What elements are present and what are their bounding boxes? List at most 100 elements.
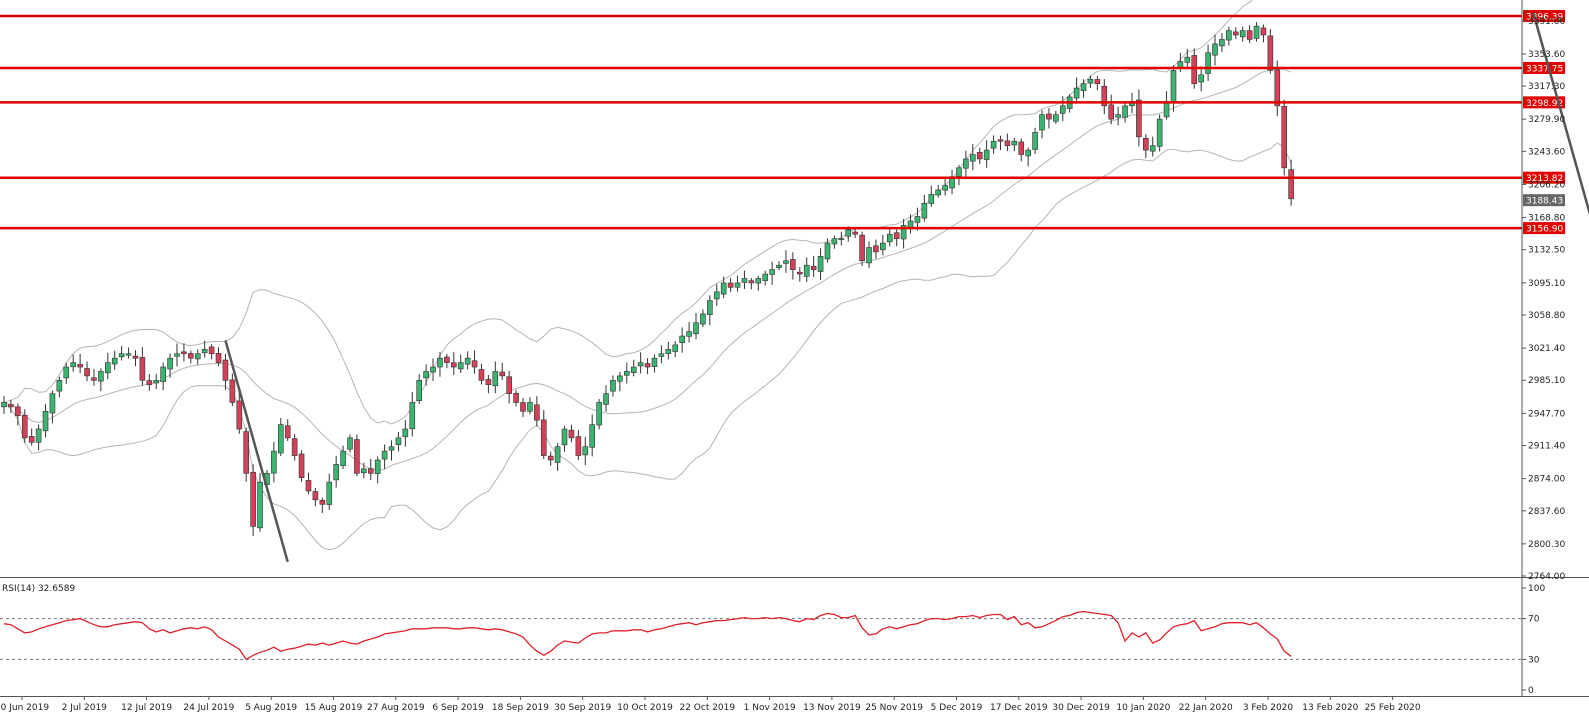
candle-down <box>499 371 506 377</box>
level-tag-label: 3298.92 <box>1526 99 1563 109</box>
candle-down <box>84 368 90 377</box>
price-tick-label: 3391.00 <box>1528 17 1565 27</box>
price-tick-label: 2800.30 <box>1528 540 1565 550</box>
candle-up <box>817 256 824 272</box>
price-tick-label: 3243.60 <box>1528 147 1565 157</box>
candle-down <box>575 436 582 456</box>
price-tick-label: 2985.10 <box>1528 376 1565 386</box>
candle-up <box>409 402 416 430</box>
candle-down <box>28 436 35 443</box>
candle-down <box>796 271 803 275</box>
candle-up <box>125 353 132 356</box>
rsi-tick-label: 0 <box>1528 686 1534 696</box>
candle-down <box>976 151 983 160</box>
date-tick-label: 17 Dec 2019 <box>990 703 1048 713</box>
candle-up <box>630 366 637 373</box>
candle-up <box>679 335 685 343</box>
candle-up <box>596 402 602 426</box>
candle-up <box>963 158 969 169</box>
candle-up <box>402 428 409 438</box>
date-tick-label: 30 Sep 2019 <box>554 703 611 713</box>
candle-down <box>284 425 291 439</box>
rsi-tick-label: 30 <box>1528 655 1540 665</box>
candle-down <box>1191 55 1198 84</box>
candle-up <box>741 278 748 283</box>
candle-up <box>257 481 263 529</box>
candle-up <box>381 450 388 460</box>
candle-up <box>713 291 720 300</box>
rsi-panel: RSI(14) 32.6589 100 70 30 0 <box>0 584 1545 696</box>
candle-up <box>1122 105 1128 118</box>
price-tick-label: 3317.30 <box>1528 82 1565 92</box>
candle-down <box>354 439 360 474</box>
candle-up <box>1 402 7 408</box>
candle-up <box>1032 132 1038 150</box>
candle-up <box>326 481 333 505</box>
candle-up <box>942 185 948 191</box>
date-tick-label: 22 Oct 2019 <box>679 703 735 713</box>
horizontal-levels: 3396.39 3337.75 3298.92 3213.82 3156.90 3188.… <box>0 10 1565 235</box>
candle-down <box>139 357 146 381</box>
candle-down <box>478 369 485 381</box>
candle-down <box>208 346 215 355</box>
candle-up <box>720 282 727 295</box>
candle-up <box>194 353 201 360</box>
level-tag-label: 3213.82 <box>1526 174 1563 184</box>
date-tick-label: 22 Jan 2020 <box>1179 703 1233 713</box>
candle-up <box>983 149 990 160</box>
rsi-tick-label: 70 <box>1528 615 1540 625</box>
candle-down <box>146 380 153 386</box>
candle-up <box>831 238 838 245</box>
candle-down <box>810 265 817 270</box>
date-tick-label: 30 Dec 2019 <box>1052 703 1110 713</box>
candle-down <box>997 139 1004 142</box>
candle-down <box>1018 141 1025 155</box>
candle-down <box>91 377 97 381</box>
price-tick-label: 2911.40 <box>1528 441 1565 451</box>
candle-up <box>838 238 845 240</box>
candle-up <box>423 371 429 379</box>
price-tick-label: 3279.90 <box>1528 115 1565 125</box>
candle-up <box>416 380 423 402</box>
candle-up <box>935 189 942 196</box>
candle-down <box>367 468 374 474</box>
candle-down <box>1281 106 1287 169</box>
date-tick-label: 10 Oct 2019 <box>617 703 673 713</box>
candle-up <box>623 371 630 376</box>
candle-down <box>450 362 457 368</box>
trend-lines <box>224 12 1589 563</box>
date-tick-label: 25 Feb 2020 <box>1365 703 1421 713</box>
candle-up <box>111 357 118 365</box>
candle-up <box>153 380 160 384</box>
candle-down <box>540 419 547 456</box>
candle-up <box>1156 118 1163 147</box>
candle-down <box>1143 137 1149 151</box>
candle-up <box>1198 74 1204 83</box>
date-tick-label: 1 Nov 2019 <box>744 703 796 713</box>
candle-up <box>70 362 76 368</box>
candle-up <box>98 371 104 382</box>
candle-down <box>444 356 450 363</box>
candle-up <box>658 353 665 357</box>
date-tick-label: 5 Aug 2019 <box>245 703 297 713</box>
candle-down <box>520 402 526 412</box>
candle-up <box>1059 105 1066 114</box>
candle-up <box>388 446 395 451</box>
candle-down <box>485 379 492 386</box>
level-tag-label: 3156.90 <box>1526 225 1563 235</box>
candle-down <box>873 245 879 253</box>
candle-up <box>527 402 533 412</box>
candle-up <box>1039 114 1045 131</box>
candle-down <box>534 404 540 421</box>
candle-down <box>77 364 83 368</box>
candle-down <box>215 352 222 363</box>
candle-down <box>312 491 319 501</box>
candle-down <box>1094 79 1101 84</box>
candle-up <box>160 366 166 382</box>
candle-down <box>644 363 651 368</box>
level-tag <box>1523 171 1565 184</box>
rsi-indicator-label: RSI(14) 32.6589 <box>2 584 75 594</box>
candle-up <box>437 357 443 368</box>
